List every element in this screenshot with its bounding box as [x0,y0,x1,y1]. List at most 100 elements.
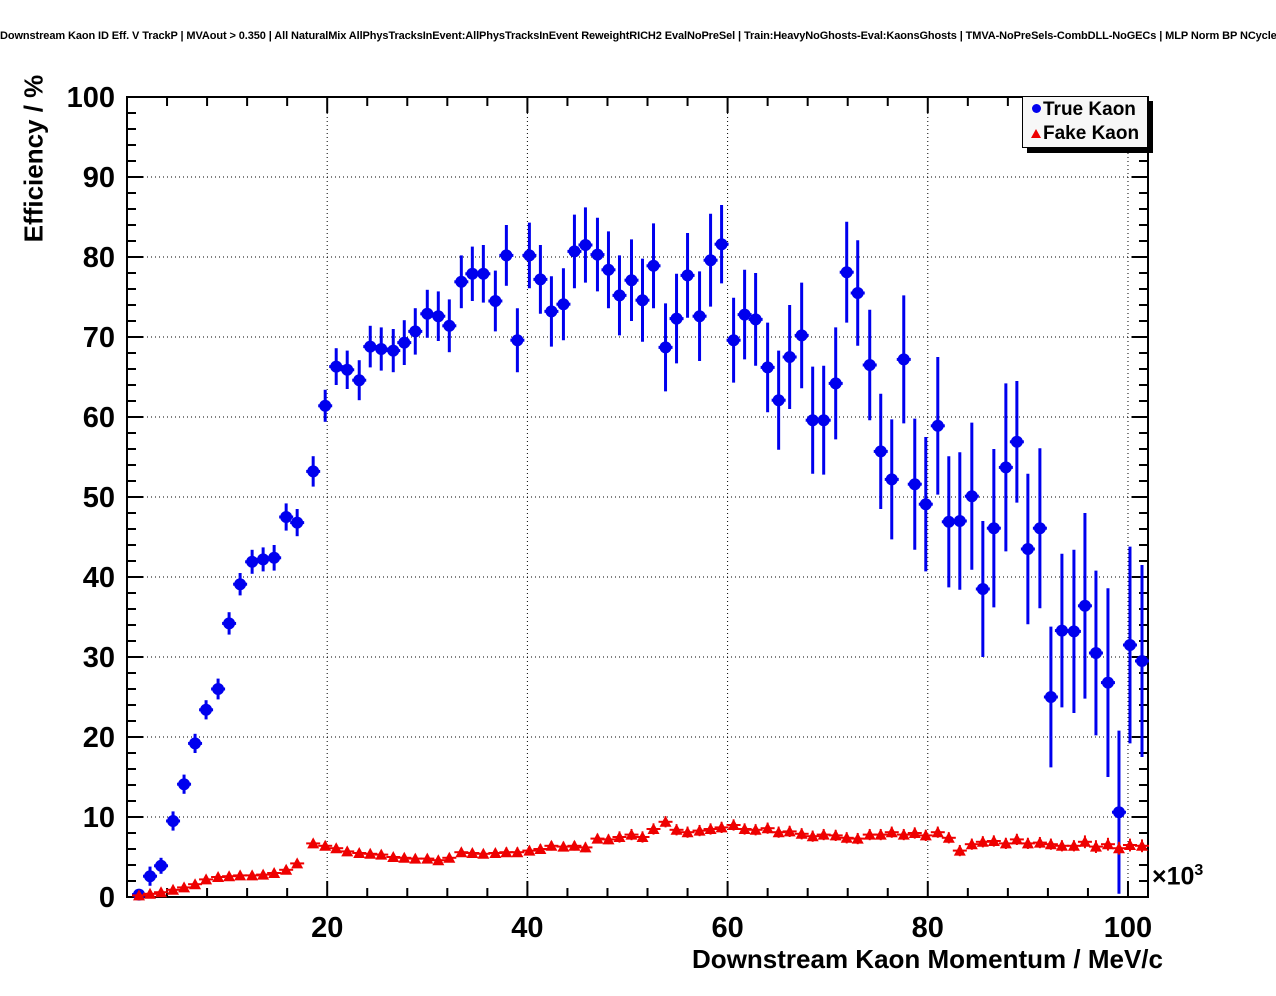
y-tick-label: 100 [67,82,115,114]
x-tick-label: 100 [1104,912,1152,944]
data-point-marker [851,832,864,844]
y-axis-title: Efficiency / % [18,74,49,243]
data-point-marker [1067,839,1080,851]
data-point-marker [670,312,683,325]
data-point-marker [319,399,332,412]
data-point-marker [738,823,751,834]
data-point-marker [375,343,388,355]
data-point-marker [189,878,202,890]
data-point-marker [851,287,864,299]
data-point-marker [375,848,388,860]
page-title: Downstream Kaon ID Eff. V TrackP | MVAou… [0,30,1276,42]
data-point-marker [1089,647,1102,659]
data-point-marker [727,334,740,347]
data-point-marker [761,361,774,374]
data-point-marker [715,821,728,833]
data-point-marker [223,617,236,630]
data-point-marker [874,828,887,840]
data-point-marker [897,353,910,366]
data-point-marker [200,703,213,716]
data-point-marker [681,826,694,838]
data-point-marker [1112,842,1125,854]
data-point-marker [234,869,247,881]
data-point-marker [579,841,592,853]
data-point-marker [257,868,270,880]
legend[interactable]: True Kaon Fake Kaon [1022,96,1148,148]
data-point-marker [1010,435,1023,448]
data-point-marker [1010,833,1023,845]
data-point-marker [200,873,213,885]
data-point-marker [534,843,547,854]
data-point-marker [772,394,785,407]
legend-circle-marker-icon [1029,98,1043,122]
data-point-marker [795,329,808,342]
data-point-marker [319,839,332,851]
y-tick-label: 70 [83,322,115,354]
data-point-marker [234,578,247,591]
data-point-marker [246,555,259,568]
data-point-marker [863,828,876,840]
data-point-marker [840,266,853,279]
data-point-marker [291,516,304,529]
data-point-marker [353,374,366,387]
data-point-marker [1135,655,1148,667]
y-tick-label: 10 [83,802,115,834]
data-point-marker [897,828,910,840]
x-tick-label: 80 [912,912,944,944]
y-tick-label: 20 [83,722,115,754]
data-point-marker [167,883,180,895]
data-point-marker [931,419,944,432]
data-point-marker [257,553,270,566]
data-point-marker [953,844,966,856]
data-point-marker [268,551,281,564]
data-series-layer [132,205,1149,901]
data-point-marker [636,831,649,842]
data-point-marker [455,275,468,288]
data-point-marker [545,839,558,851]
data-point-marker [806,414,819,427]
data-point-marker [693,824,706,836]
data-point-marker [953,515,966,527]
data-point-marker [613,831,626,842]
data-point-marker [919,829,932,841]
data-point-marker [466,267,479,280]
data-point-marker [432,854,445,866]
data-point-marker [908,478,921,491]
legend-item-true-kaon[interactable]: True Kaon [1029,98,1136,122]
data-point-marker [749,313,762,326]
y-tick-label: 30 [83,642,115,674]
data-point-marker [602,263,615,276]
data-point-marker [965,490,978,503]
y-tick-label: 40 [83,562,115,594]
data-point-marker [557,298,570,311]
data-point-marker [364,847,377,859]
data-point-marker [545,305,558,318]
data-point-marker [1021,543,1034,555]
data-point-marker [1021,837,1034,849]
data-point-marker [976,583,989,595]
data-point-marker [364,340,377,353]
data-point-marker [212,871,225,882]
data-point-marker [432,310,445,323]
data-point-marker [511,846,524,858]
data-point-marker [1078,599,1091,612]
data-point-marker [568,839,581,851]
legend-item-fake-kaon[interactable]: Fake Kaon [1029,122,1139,146]
data-point-marker [307,465,320,478]
data-point-marker [534,273,547,286]
x-multiplier-prefix: ×10 [1152,862,1195,891]
data-point-marker [443,319,456,332]
series-fake-kaon [132,815,1149,901]
data-point-marker [613,289,626,302]
data-point-marker [189,737,202,750]
data-point-marker [1101,676,1114,689]
data-point-marker [761,822,774,834]
data-point-marker [659,341,672,354]
y-tick-label: 80 [83,242,115,274]
data-point-marker [999,837,1012,849]
data-point-marker [341,363,354,376]
data-point-marker [246,869,259,881]
data-point-marker [330,360,343,373]
data-point-marker [1101,838,1114,850]
